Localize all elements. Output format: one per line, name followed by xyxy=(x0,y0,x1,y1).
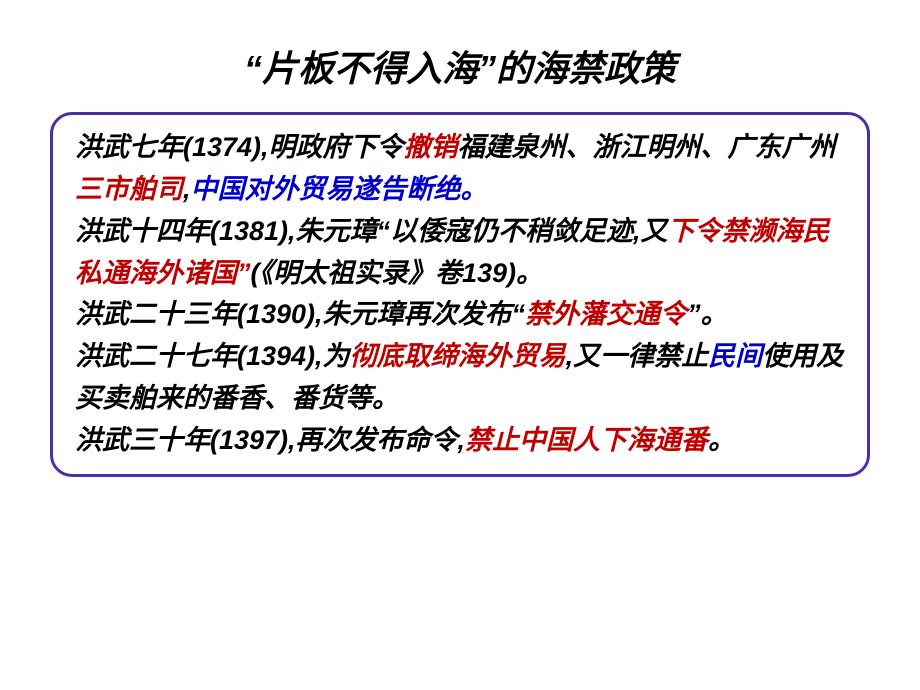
p4-mid: ,又一律禁止 xyxy=(566,341,709,371)
p1-comma: , xyxy=(183,174,191,204)
paragraph-4: 洪武二十七年(1394),为彻底取缔海外贸易,又一律禁止民间使用及买卖舶来的番香… xyxy=(75,336,845,420)
p2-source: (《明太祖实录》卷139)。 xyxy=(251,258,544,288)
p1-revoke: 撤销 xyxy=(404,132,458,162)
slide-title: “片板不得入海”的海禁政策 xyxy=(50,40,870,92)
p5-ban: 禁止中国人下海通番 xyxy=(465,425,708,455)
content-box: 洪武七年(1374),明政府下令撤销福建泉州、浙江明州、广东广州三市舶司,中国对… xyxy=(50,112,870,477)
p2-text: 洪武十四年(1381),朱元璋“以倭寇仍不稍敛足迹,又 xyxy=(75,216,668,246)
title-quote-open: “ xyxy=(244,48,262,89)
p1-places: 福建泉州、浙江明州、广东广州 xyxy=(458,132,836,162)
title-text-1: 片板不得入海 xyxy=(262,48,478,89)
paragraph-3: 洪武二十三年(1390),朱元璋再次发布“禁外藩交通令”。 xyxy=(75,294,845,336)
p5-text: 洪武三十年(1397),再次发布命令, xyxy=(75,425,465,455)
paragraph-2: 洪武十四年(1381),朱元璋“以倭寇仍不稍敛足迹,又下令禁濒海民私通海外诸国”… xyxy=(75,211,845,295)
p3-end: ”。 xyxy=(687,299,728,329)
p4-abolish: 彻底取缔海外贸易 xyxy=(350,341,566,371)
p5-end: 。 xyxy=(708,425,735,455)
title-quote-close: ” xyxy=(478,48,496,89)
paragraph-1: 洪武七年(1374),明政府下令撤销福建泉州、浙江明州、广东广州三市舶司,中国对… xyxy=(75,127,845,211)
title-text-2: 的海禁政策 xyxy=(496,48,676,89)
p1-text: 洪武七年(1374),明政府下令 xyxy=(75,132,404,162)
paragraph-5: 洪武三十年(1397),再次发布命令,禁止中国人下海通番。 xyxy=(75,420,845,462)
p3-decree: 禁外藩交通令 xyxy=(525,299,687,329)
p1-trade-end: 中国对外贸易遂告断绝。 xyxy=(191,174,488,204)
p4-minjian: 民间 xyxy=(708,341,762,371)
p4-text: 洪武二十七年(1394),为 xyxy=(75,341,350,371)
p1-sanshibo: 三市舶司 xyxy=(75,174,183,204)
p3-text: 洪武二十三年(1390),朱元璋再次发布“ xyxy=(75,299,525,329)
